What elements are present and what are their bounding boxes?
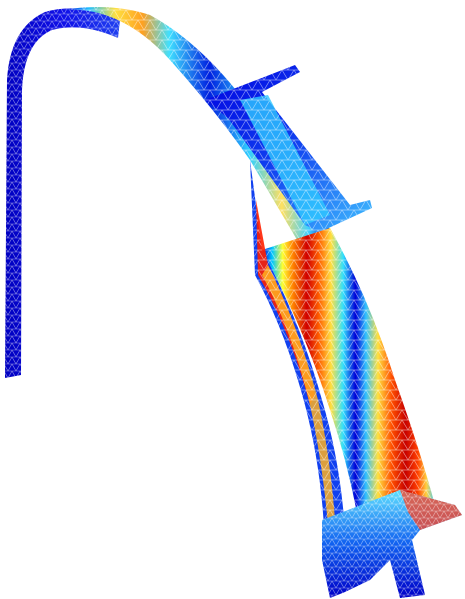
main-web: [262, 228, 435, 530]
front-face: [250, 160, 345, 545]
upper-stiffener: [205, 65, 372, 232]
base-foot: [322, 490, 462, 598]
left-arm: [5, 8, 120, 379]
upper-arch: [62, 6, 330, 246]
